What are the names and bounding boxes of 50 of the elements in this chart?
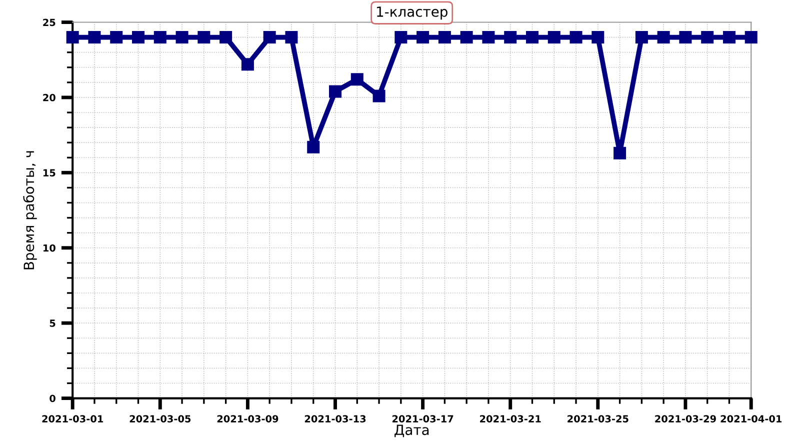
y-tick-label: 10 xyxy=(43,244,56,252)
x-tick-label: 2021-03-21 xyxy=(480,415,541,422)
point xyxy=(635,31,648,44)
x-tick-label: 2021-03-13 xyxy=(304,415,366,422)
x-tick-label: 2021-03-05 xyxy=(130,415,191,422)
point xyxy=(263,31,276,44)
point xyxy=(679,31,692,44)
point xyxy=(241,58,254,71)
y-tick-label: 0 xyxy=(50,394,56,402)
x-axis-title: Дата xyxy=(394,424,429,438)
point xyxy=(88,31,101,44)
point xyxy=(372,90,386,102)
point xyxy=(744,31,758,44)
y-tick-label: 5 xyxy=(50,320,56,327)
point xyxy=(329,85,342,98)
x-tick-label: 2021-03-25 xyxy=(568,415,628,422)
point xyxy=(657,31,670,44)
point xyxy=(176,31,188,44)
point xyxy=(460,31,473,44)
point xyxy=(526,31,538,44)
y-tick-label: 15 xyxy=(43,169,56,176)
point xyxy=(110,31,123,44)
point xyxy=(132,31,145,44)
point xyxy=(66,31,79,44)
point xyxy=(285,31,298,44)
point xyxy=(614,146,626,160)
point xyxy=(154,31,166,44)
y-tick-label: 20 xyxy=(43,94,56,102)
chart-title: 1-кластер xyxy=(377,6,448,20)
x-tick-label: 2021-03-17 xyxy=(392,415,454,422)
x-tick-label: 2021-03-09 xyxy=(217,415,278,422)
x-tick-label: 2021-03-01 xyxy=(42,415,104,422)
point xyxy=(438,31,451,44)
point xyxy=(220,31,232,44)
point xyxy=(350,73,364,86)
point xyxy=(548,31,560,44)
point xyxy=(592,31,604,44)
point xyxy=(198,31,210,44)
point xyxy=(722,31,736,44)
y-axis-title: Время работы, ч xyxy=(23,151,37,270)
x-tick-label: 2021-04-01 xyxy=(720,415,782,422)
point xyxy=(701,31,714,44)
point xyxy=(504,31,517,44)
point xyxy=(394,31,408,44)
point xyxy=(307,140,320,154)
y-tick-label: 25 xyxy=(43,18,56,26)
point xyxy=(416,31,430,44)
x-tick-label: 2021-03-29 xyxy=(655,415,716,422)
point xyxy=(482,31,495,44)
point xyxy=(570,31,582,44)
